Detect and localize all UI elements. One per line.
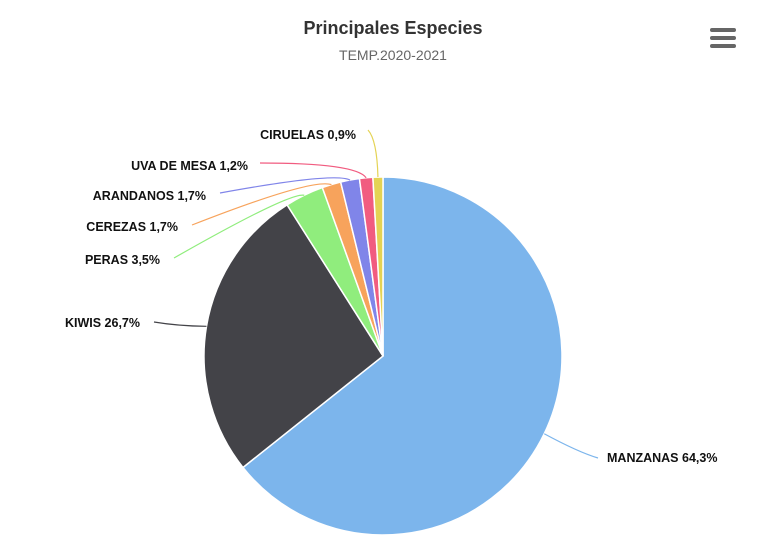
connector-arandanos bbox=[219, 177, 351, 194]
menu-bar bbox=[710, 28, 736, 32]
connector-peras bbox=[173, 194, 305, 259]
menu-bar bbox=[710, 44, 736, 48]
label-ciruelas: CIRUELAS 0,9% bbox=[260, 128, 356, 142]
label-cerezas: CEREZAS 1,7% bbox=[86, 220, 178, 234]
pie-slice-manzanas[interactable] bbox=[241, 176, 563, 536]
pie-slice-kiwis[interactable] bbox=[203, 203, 384, 469]
label-arandanos: ARANDANOS 1,7% bbox=[93, 189, 206, 203]
label-connectors bbox=[153, 129, 599, 459]
pie-slices bbox=[203, 176, 563, 536]
label-peras: PERAS 3,5% bbox=[85, 253, 160, 267]
connector-uva-de-mesa bbox=[259, 162, 367, 179]
chart-title: Principales Especies bbox=[303, 18, 483, 38]
connector-cerezas bbox=[191, 183, 332, 226]
connector-manzanas bbox=[543, 433, 599, 459]
slice-labels: MANZANAS 64,3% KIWIS 26,7% PERAS 3,5% CEREZ… bbox=[65, 128, 717, 465]
label-uva-de-mesa: UVA DE MESA 1,2% bbox=[131, 159, 248, 173]
label-kiwis: KIWIS 26,7% bbox=[65, 316, 140, 330]
connector-ciruelas bbox=[367, 129, 379, 178]
chart-subtitle: TEMP.2020-2021 bbox=[339, 47, 447, 63]
connector-kiwis bbox=[153, 321, 207, 327]
menu-bar bbox=[710, 36, 736, 40]
hamburger-menu-icon[interactable] bbox=[710, 28, 736, 50]
label-manzanas: MANZANAS 64,3% bbox=[607, 451, 717, 465]
